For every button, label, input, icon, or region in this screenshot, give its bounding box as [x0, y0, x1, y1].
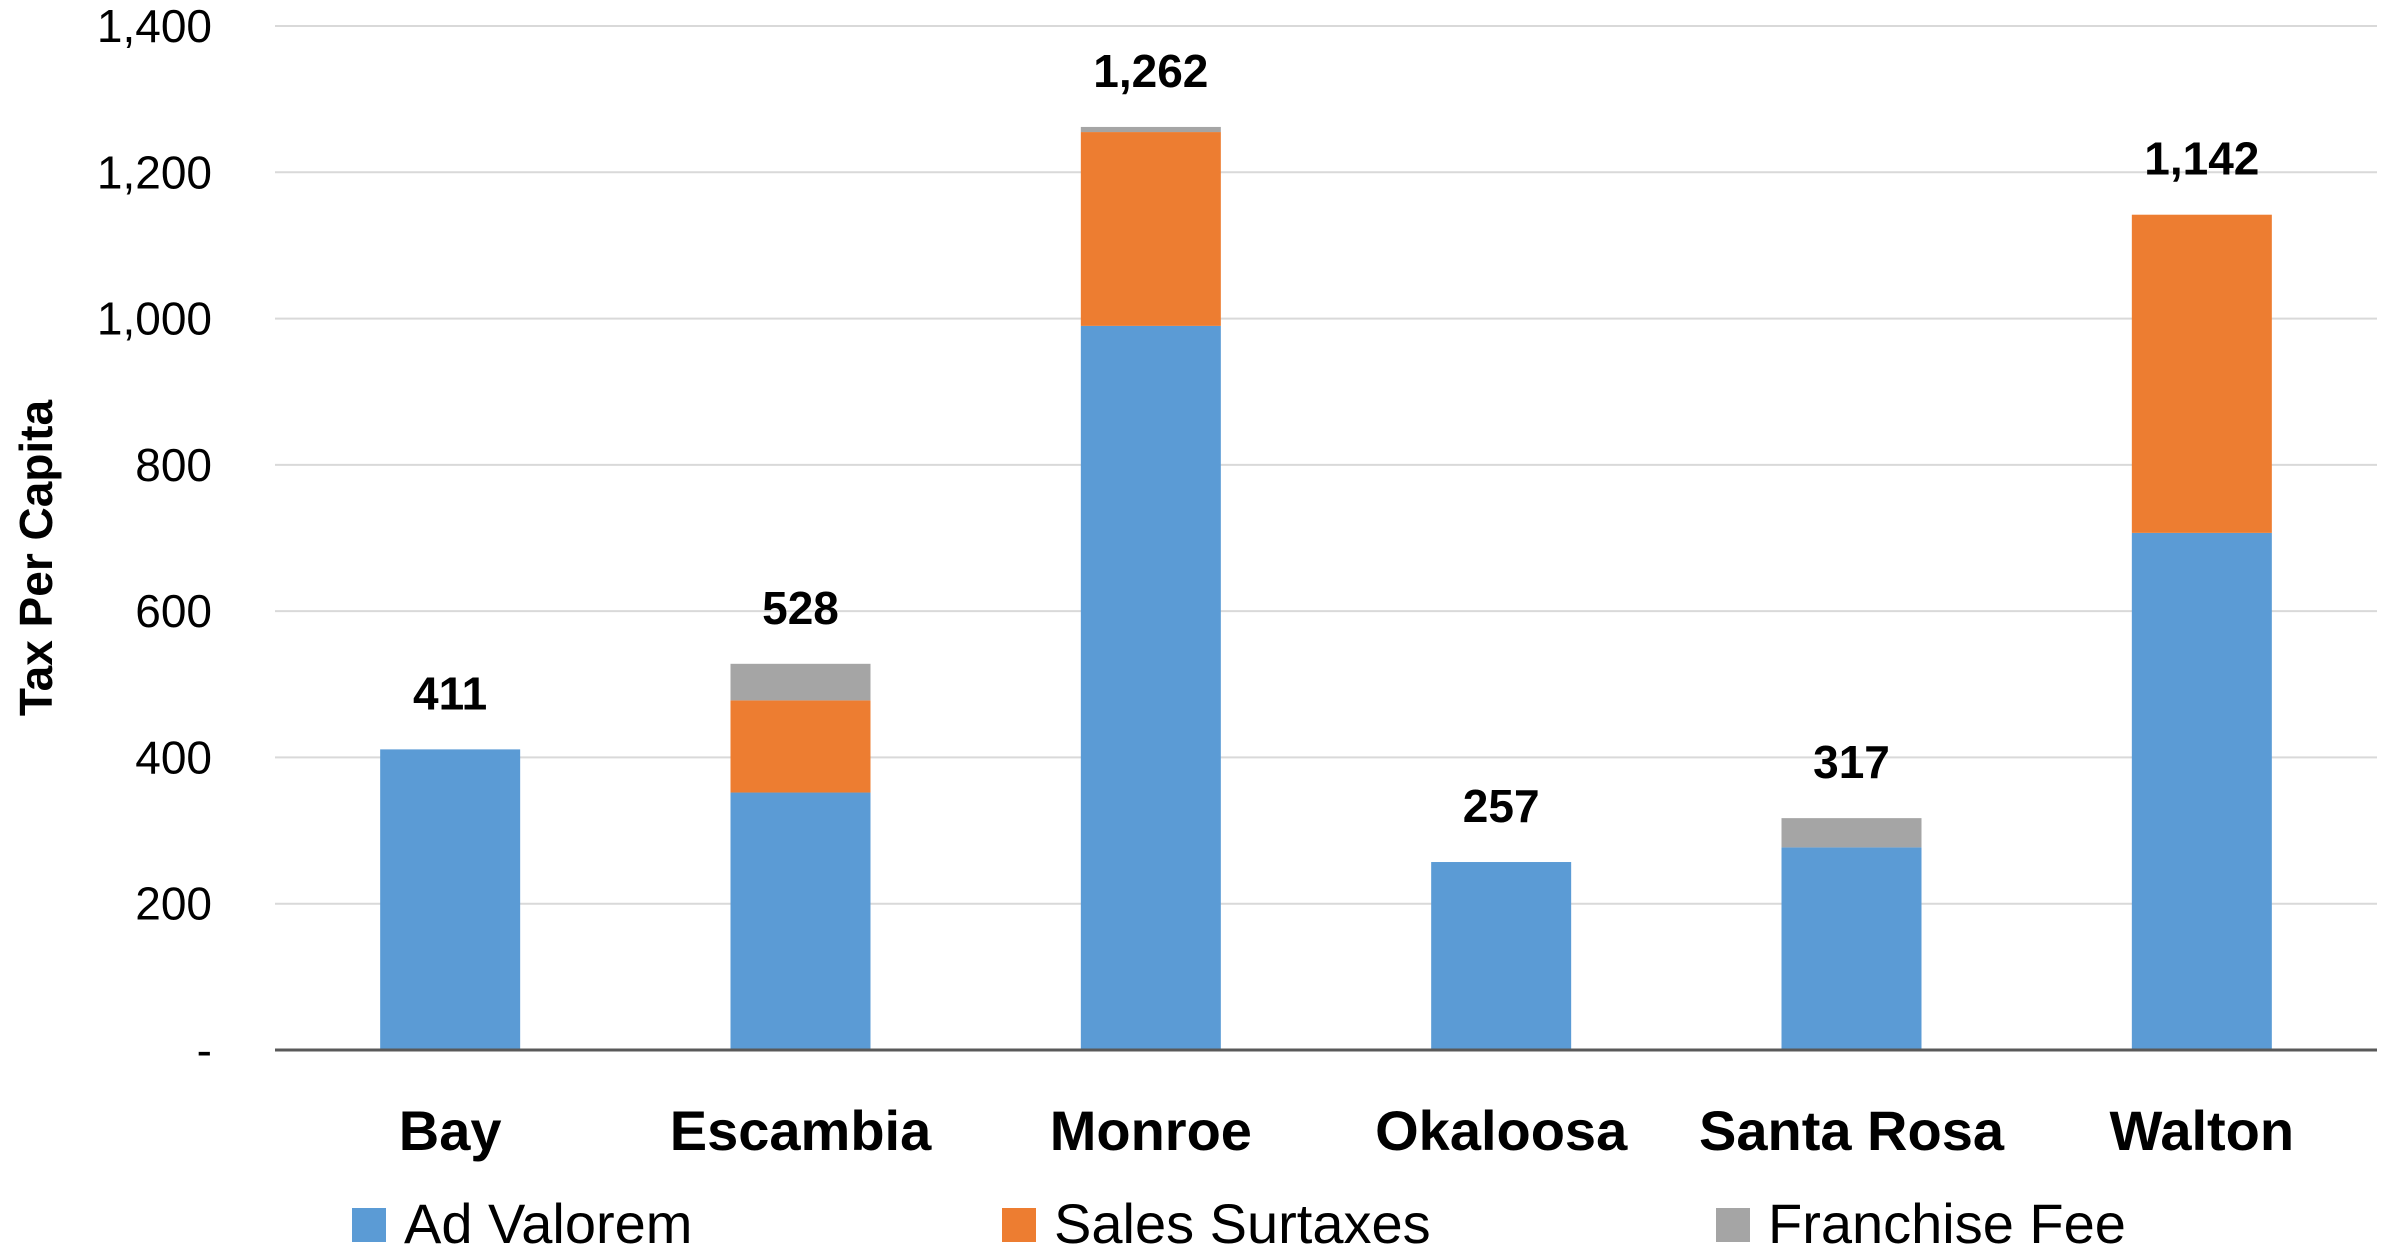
x-category-label: Walton [2110, 1099, 2295, 1162]
bar-segment [1781, 847, 1922, 1050]
legend-label: Ad Valorem [404, 1192, 692, 1246]
legend-swatch [1002, 1208, 1036, 1242]
x-category-label: Escambia [670, 1099, 932, 1162]
total-label: 528 [762, 582, 839, 634]
bar-segment [730, 663, 871, 701]
x-category-label: Okaloosa [1375, 1099, 1628, 1162]
x-category-label: Santa Rosa [1699, 1099, 2005, 1162]
total-label: 411 [413, 667, 487, 719]
bar-segment [730, 792, 871, 1050]
y-tick-label: 600 [135, 585, 212, 637]
bar-segment [1080, 126, 1221, 133]
y-tick-label: 200 [135, 878, 212, 930]
legend-label: Franchise Fee [1768, 1192, 2126, 1246]
bar-segment [730, 700, 871, 793]
x-axis-categories: Bay Escambia Monroe Okaloosa Santa Rosa Walto… [399, 1099, 2294, 1162]
grid-lines [275, 25, 2377, 905]
bar-segment [380, 749, 521, 1050]
y-tick-label: 400 [135, 731, 212, 783]
bar-segment [1080, 132, 1221, 326]
y-axis-ticks: - 200 400 600 800 1,000 1,200 1,400 [97, 0, 212, 1076]
y-tick-label: 1,200 [97, 146, 212, 198]
bar-segment [1431, 862, 1572, 1050]
total-label: 1,142 [2144, 133, 2259, 185]
y-tick-label: 800 [135, 439, 212, 491]
total-label: 1,262 [1093, 45, 1208, 97]
legend-swatch [1716, 1208, 1750, 1242]
total-label: 317 [1813, 736, 1890, 788]
bars [380, 126, 2272, 1050]
y-tick-label: - [197, 1024, 212, 1076]
legend: Ad Valorem Sales Surtaxes Franchise Fee [352, 1192, 2126, 1251]
y-axis-title: Tax Per Capita [10, 400, 62, 717]
bar-segment [1080, 325, 1221, 1050]
y-tick-label: 1,000 [97, 293, 212, 345]
total-labels: 411 528 1,262 257 317 1,142 [413, 45, 2259, 832]
y-tick-label: 1,400 [97, 0, 212, 52]
x-category-label: Monroe [1050, 1099, 1252, 1162]
bar-segment [1781, 818, 1922, 848]
bar-segment [2131, 214, 2272, 533]
legend-swatch [352, 1208, 386, 1242]
x-category-label: Bay [399, 1099, 502, 1162]
legend-label: Sales Surtaxes [1054, 1192, 1431, 1246]
total-label: 257 [1463, 780, 1540, 832]
bar-segment [2131, 532, 2272, 1050]
